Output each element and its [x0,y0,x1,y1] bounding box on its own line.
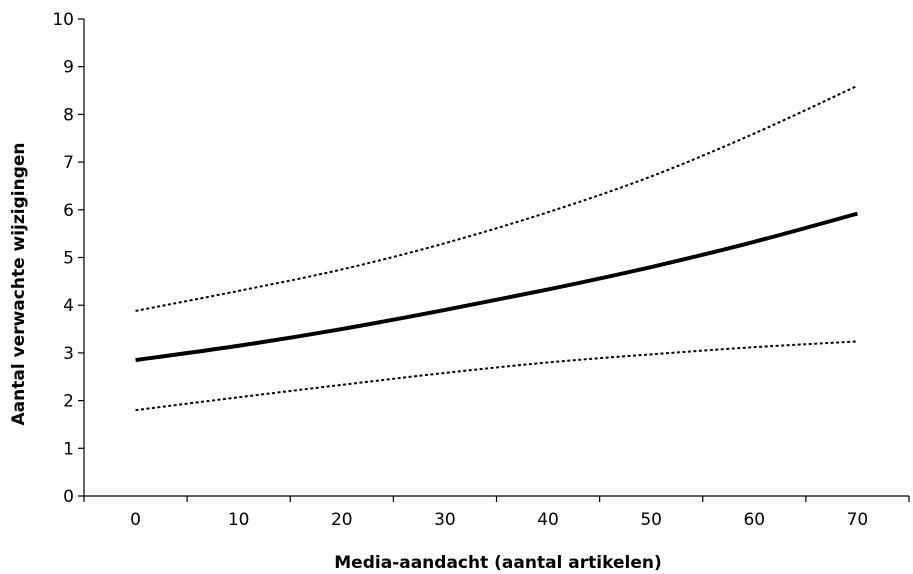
y-axis-title: Aantal verwachte wijzigingen [9,143,29,426]
y-tick-label: 10 [52,10,74,30]
y-tick-label: 7 [63,153,74,173]
x-axis-title: Media-aandacht (aantal artikelen) [334,553,661,573]
x-tick-label: 70 [847,510,869,530]
series-group [135,84,858,412]
y-tick-label: 0 [63,487,74,507]
x-tick-label: 50 [640,510,662,530]
x-tick-label: 10 [228,510,250,530]
x-tick-label: 0 [130,510,141,530]
y-tick-label: 3 [63,344,74,364]
x-tick-label: 40 [537,510,559,530]
y-tick-label: 2 [63,392,74,412]
series-line-lower-bound-line [135,340,858,412]
y-tick-label: 1 [63,439,74,459]
x-tick-label: 30 [434,510,456,530]
series-line-upper-bound-line [135,84,858,312]
series-line-expected-line [135,211,858,363]
x-tick-label: 20 [331,510,353,530]
y-tick-label: 9 [63,58,74,78]
y-tick-label: 8 [63,105,74,125]
y-tick-label: 6 [63,201,74,221]
y-tick-label: 4 [63,296,74,316]
x-tick-label: 60 [743,510,765,530]
axes [78,18,910,502]
tick-labels: 0 1 2 3 4 5 6 7 8 9 10 0 10 20 30 40 50 60 70 [52,10,868,530]
y-tick-label: 5 [63,249,74,269]
